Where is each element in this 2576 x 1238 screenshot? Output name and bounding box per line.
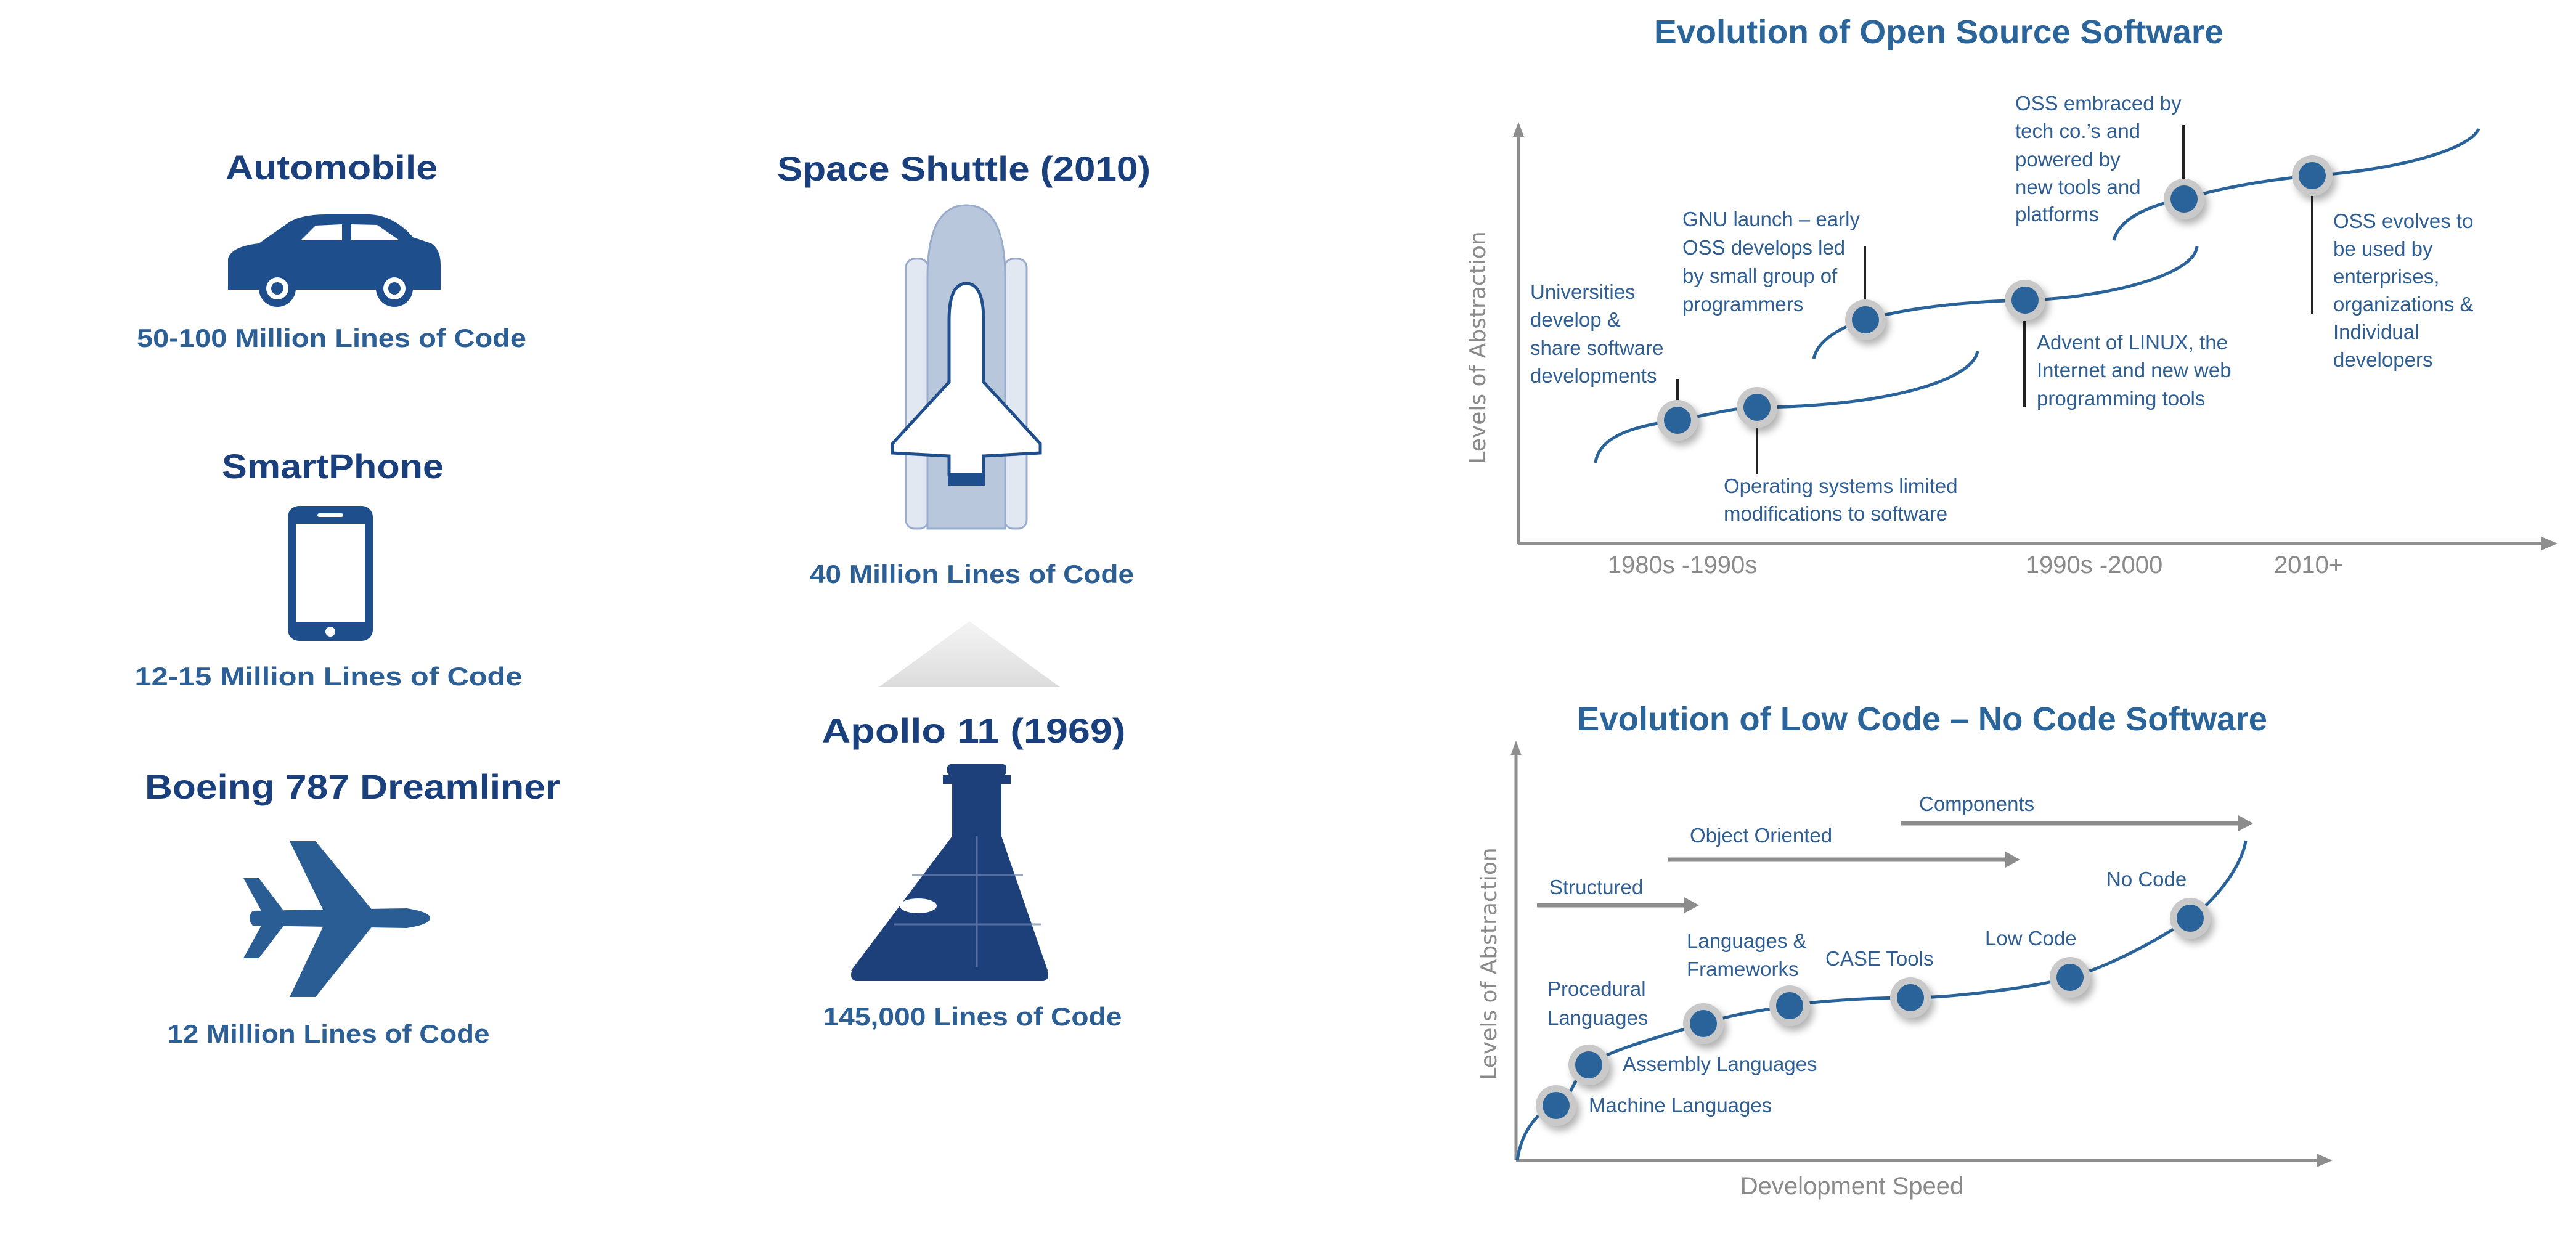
arrow-head-icon bbox=[2238, 815, 2253, 831]
milestone-label-gnu: GNU launch – early OSS develops led by s… bbox=[1682, 208, 1865, 316]
milestone-label-oss-embraced: OSS embraced by tech co.’s and powered b… bbox=[2015, 92, 2187, 226]
era-label-structured: Structured bbox=[1549, 876, 1643, 898]
oss-x-tick: 1990s -2000 bbox=[2026, 552, 2162, 579]
milestone-node bbox=[2292, 155, 2333, 196]
lowcode-x-axis-arrow-icon bbox=[2317, 1154, 2333, 1167]
apollo-block: Apollo 11 (1969) 145,000 Lines of Code bbox=[822, 711, 1126, 1031]
era-label-object-oriented: Object Oriented bbox=[1690, 824, 1832, 847]
lowcode-x-axis-label: Development Speed bbox=[1740, 1173, 1963, 1200]
arrow-head-icon bbox=[1684, 897, 1699, 913]
stage-node bbox=[1683, 1003, 1724, 1044]
oss-chart-title: Evolution of Open Source Software bbox=[1654, 14, 2223, 51]
apollo-title: Apollo 11 (1969) bbox=[822, 711, 1126, 750]
milestone-label-linux: Advent of LINUX, the Internet and new we… bbox=[2037, 331, 2237, 410]
progression-triangle bbox=[879, 621, 1060, 687]
lowcode-chart-title: Evolution of Low Code – No Code Software bbox=[1577, 701, 2267, 738]
smartphone-block: SmartPhone 12-15 Million Lines of Code bbox=[135, 447, 523, 691]
stage-label-assembly-languages: Assembly Languages bbox=[1623, 1053, 1817, 1075]
oss-evolution-chart: Evolution of Open Source Software Levels… bbox=[1465, 14, 2558, 579]
stage-node bbox=[1536, 1085, 1576, 1126]
arrow-head-icon bbox=[2005, 852, 2020, 868]
milestone-node bbox=[1845, 299, 1886, 340]
smartphone-title: SmartPhone bbox=[222, 447, 444, 486]
apollo-capsule-icon bbox=[851, 764, 1048, 981]
milestone-label-oss-evolves: OSS evolves to be used by enterprises, o… bbox=[2333, 210, 2479, 371]
space-shuttle-block: Space Shuttle (2010) 40 Million Lines of… bbox=[777, 149, 1151, 588]
lowcode-evolution-chart: Evolution of Low Code – No Code Software… bbox=[1477, 701, 2333, 1200]
milestone-node bbox=[2005, 280, 2045, 320]
car-icon bbox=[228, 214, 441, 307]
smartphone-icon bbox=[288, 506, 373, 641]
oss-curve-segment bbox=[1812, 246, 2199, 359]
boeing-block: Boeing 787 Dreamliner 12 Million Lines o… bbox=[145, 767, 560, 1048]
stage-node bbox=[2170, 898, 2211, 939]
boeing-caption: 12 Million Lines of Code bbox=[168, 1019, 490, 1048]
stage-label-procedural-languages: Procedural Languages bbox=[1547, 977, 1652, 1029]
airplane-icon bbox=[243, 841, 430, 997]
stage-label-case-tools: CASE Tools bbox=[1825, 947, 1933, 970]
milestone-label-operating-systems: Operating systems limited modifications … bbox=[1724, 474, 1963, 525]
automobile-block: Automobile 50-100 Million Lines of Code bbox=[137, 148, 526, 352]
lowcode-curve bbox=[1515, 840, 2248, 1161]
stage-node bbox=[1769, 985, 1810, 1026]
oss-curve-segment bbox=[2112, 128, 2480, 241]
lowcode-y-axis-arrow-icon bbox=[1510, 741, 1522, 755]
apollo-caption: 145,000 Lines of Code bbox=[823, 1002, 1122, 1031]
stage-label-languages-frameworks: Languages & Frameworks bbox=[1687, 929, 1812, 980]
stage-node bbox=[1890, 977, 1931, 1018]
oss-y-axis-arrow-icon bbox=[1513, 122, 1524, 137]
automobile-title: Automobile bbox=[226, 148, 438, 187]
stage-node bbox=[1568, 1045, 1609, 1085]
space-shuttle-caption: 40 Million Lines of Code bbox=[810, 560, 1134, 588]
oss-x-axis-arrow-icon bbox=[2541, 537, 2558, 550]
automobile-caption: 50-100 Million Lines of Code bbox=[137, 324, 526, 352]
milestone-label-universities: Universities develop & share software de… bbox=[1530, 280, 1669, 387]
space-shuttle-icon bbox=[891, 204, 1042, 530]
oss-y-axis-label: Levels of Abstraction bbox=[1465, 231, 1491, 463]
oss-x-tick: 2010+ bbox=[2274, 552, 2343, 579]
era-label-components: Components bbox=[1919, 792, 2034, 815]
milestone-node bbox=[2164, 179, 2204, 219]
boeing-title: Boeing 787 Dreamliner bbox=[145, 767, 560, 806]
oss-x-tick: 1980s -1990s bbox=[1608, 552, 1757, 579]
stage-label-machine-languages: Machine Languages bbox=[1589, 1094, 1772, 1117]
stage-node bbox=[2050, 957, 2090, 998]
stage-label-no-code: No Code bbox=[2106, 868, 2187, 890]
stage-label-low-code: Low Code bbox=[1985, 927, 2077, 950]
lowcode-y-axis-label: Levels of Abstraction bbox=[1477, 847, 1502, 1080]
smartphone-caption: 12-15 Million Lines of Code bbox=[135, 662, 523, 691]
milestone-node bbox=[1657, 400, 1698, 441]
space-shuttle-title: Space Shuttle (2010) bbox=[777, 149, 1151, 188]
milestone-node bbox=[1737, 387, 1777, 428]
